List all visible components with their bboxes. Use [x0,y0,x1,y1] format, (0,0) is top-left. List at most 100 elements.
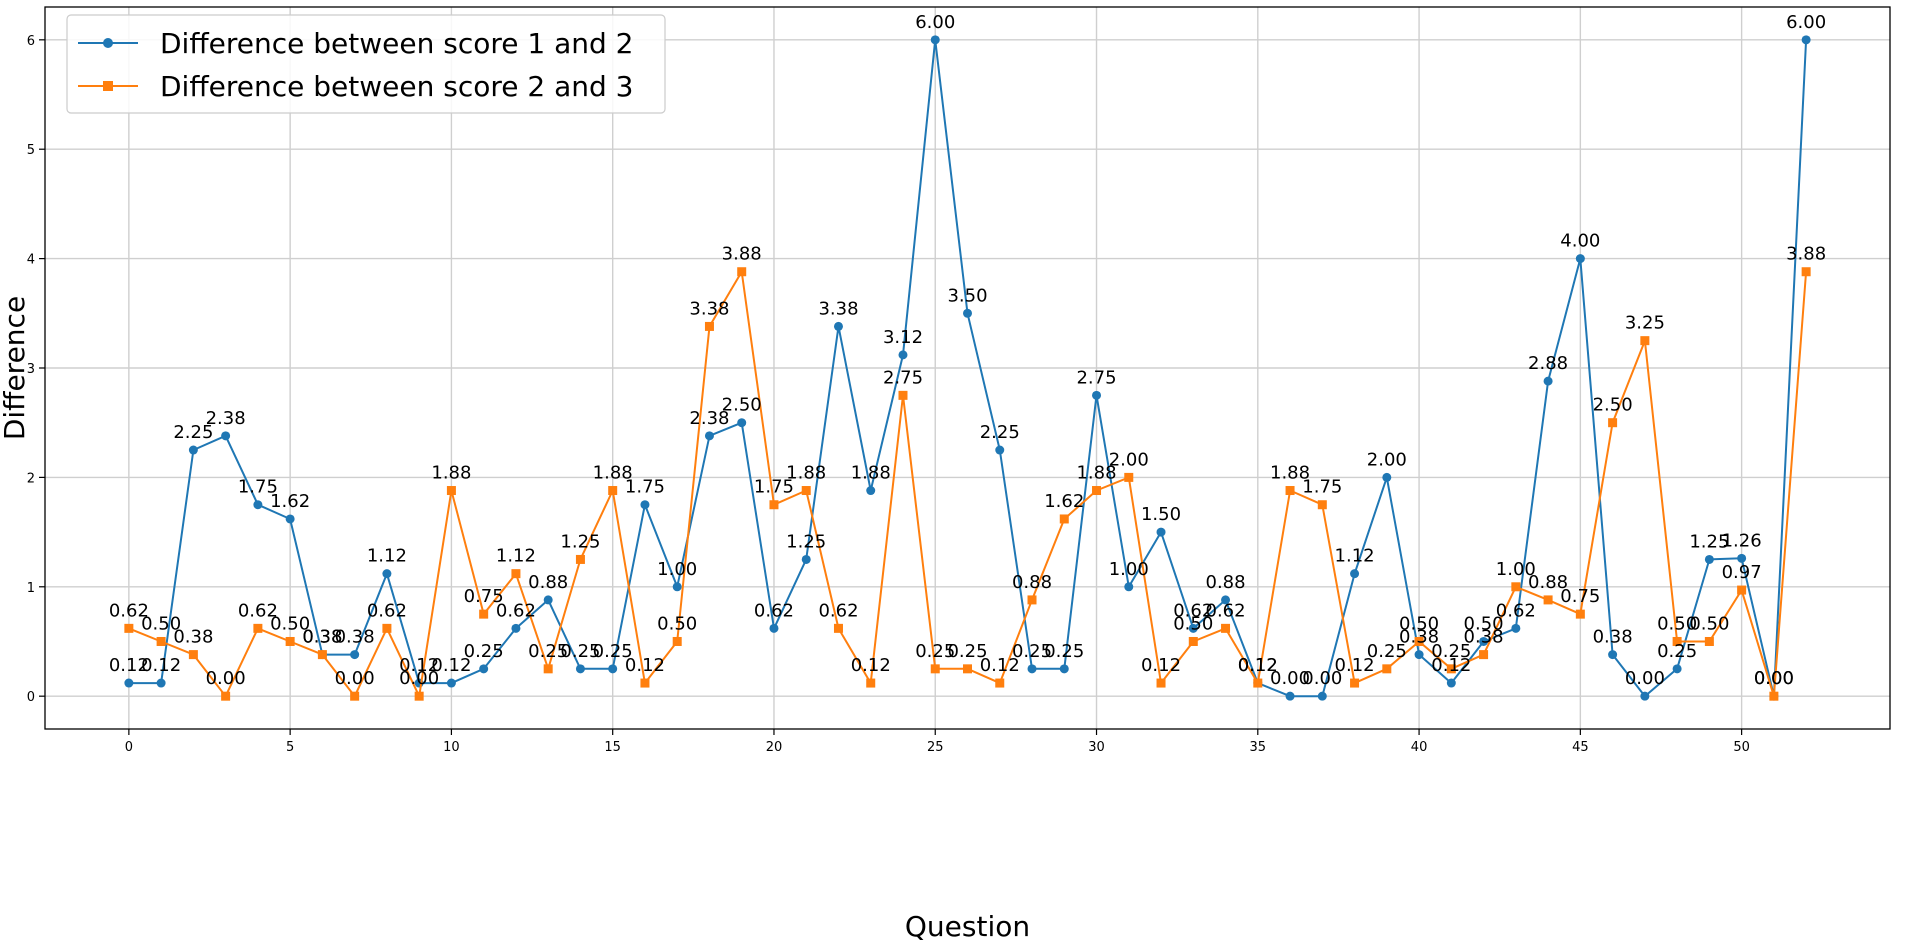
data-label-series-1: 0.62 [754,600,794,621]
data-label-series-1: 0.00 [1302,668,1342,689]
data-label-series-2: 3.25 [1625,313,1665,334]
legend-label-series-1: Difference between score 1 and 2 [160,27,633,60]
data-label-series-1: 1.12 [1335,546,1375,567]
data-label-series-2: 1.62 [1044,491,1084,512]
x-tick-label: 50 [1733,740,1750,755]
y-axis-title: Difference [0,296,31,440]
data-label-series-2: 0.50 [141,613,181,634]
data-point-series-1 [995,445,1005,455]
data-label-series-2: 0.12 [1335,655,1375,676]
data-point-series-2 [124,623,134,633]
x-tick-label: 45 [1572,740,1589,755]
data-point-series-1 [640,500,650,510]
data-label-series-1: 1.12 [367,546,407,567]
data-point-series-2 [1640,336,1650,346]
y-tick-label: 3 [27,362,35,377]
data-point-series-2 [1350,678,1360,688]
data-label-series-1: 0.62 [496,600,536,621]
data-point-series-2 [575,554,585,564]
data-label-series-1: 2.25 [173,422,213,443]
data-label-series-2: 0.12 [1141,655,1181,676]
data-label-series-1: 0.00 [1270,668,1310,689]
data-point-series-1 [1672,664,1682,674]
data-label-series-2: 1.88 [1270,463,1310,484]
data-label-series-1: 0.38 [1399,627,1439,648]
data-label-series-2: 0.25 [947,641,987,662]
data-point-series-2 [1382,664,1392,674]
data-label-series-1: 0.12 [1238,655,1278,676]
data-point-series-2 [1414,636,1424,646]
data-label-series-2: 0.75 [464,586,504,607]
data-point-series-1 [801,554,811,564]
data-label-series-1: 0.12 [431,655,471,676]
data-label-series-2: 0.12 [851,655,891,676]
data-label-series-1: 0.62 [1173,600,1213,621]
data-point-series-2 [382,623,392,633]
data-label-series-1: 0.25 [1044,641,1084,662]
data-point-series-1 [575,664,585,674]
y-tick-label: 0 [27,690,35,705]
data-label-series-2: 0.25 [528,641,568,662]
data-point-series-1 [124,678,134,688]
data-label-series-1: 0.12 [399,655,439,676]
data-point-series-2 [1059,514,1069,524]
data-point-series-1 [1543,376,1553,386]
x-tick-label: 35 [1250,740,1267,755]
data-label-series-1: 0.38 [1593,627,1633,648]
data-point-series-2 [1479,650,1489,660]
legend-marker-series-1 [103,38,113,48]
data-point-series-1 [285,514,295,524]
data-label-series-2: 1.88 [786,463,826,484]
data-label-series-2: 0.50 [1689,613,1729,634]
data-point-series-2 [221,691,231,701]
data-label-series-2: 0.97 [1722,562,1762,583]
data-label-series-1: 1.88 [851,463,891,484]
data-point-series-1 [1801,35,1811,45]
data-point-series-1 [1640,691,1650,701]
data-point-series-1 [1317,691,1327,701]
data-label-series-2: 3.88 [722,244,762,265]
data-point-series-2 [253,623,263,633]
data-label-series-2: 3.38 [689,298,729,319]
data-label-series-2: 0.12 [980,655,1020,676]
data-label-series-2: 0.00 [335,668,375,689]
data-label-series-1: 0.50 [1464,613,1504,634]
data-label-series-2: 0.00 [1754,668,1794,689]
data-point-series-2 [608,486,618,496]
data-label-series-1: 2.75 [1076,367,1116,388]
data-point-series-2 [317,650,327,660]
data-label-series-2: 1.75 [1302,477,1342,498]
data-label-series-1: 1.25 [786,531,826,552]
data-point-series-2 [737,267,747,277]
data-point-series-1 [1188,623,1198,633]
data-point-series-2 [446,486,456,496]
data-point-series-2 [963,664,972,674]
data-label-series-2: 0.62 [367,600,407,621]
series-lines [124,35,1811,701]
data-label-series-1: 6.00 [915,12,955,33]
data-label-series-1: 1.00 [657,559,697,580]
data-label-series-2: 3.88 [1786,244,1826,265]
data-point-series-2 [769,500,779,510]
data-label-series-2: 1.88 [1076,463,1116,484]
data-label-series-1: 0.00 [1754,668,1794,689]
data-point-series-1 [188,445,198,455]
data-label-series-1: 0.25 [464,641,504,662]
data-label-series-1: 0.25 [1657,641,1697,662]
data-label-series-2: 0.50 [270,613,310,634]
data-label-series-1: 1.75 [238,477,278,498]
data-label-series-2: 1.75 [754,477,794,498]
data-label-series-1: 6.00 [1786,12,1826,33]
data-label-series-1: 1.25 [1689,531,1729,552]
y-tick-label: 4 [27,253,35,268]
data-label-series-1: 2.25 [980,422,1020,443]
data-point-series-1 [1479,636,1489,646]
data-point-series-2 [285,636,295,646]
data-label-series-1: 1.26 [1722,530,1762,551]
data-point-series-2 [1511,582,1521,592]
data-label-series-1: 3.50 [947,285,987,306]
data-point-series-2 [995,678,1005,688]
data-point-series-2 [1156,678,1166,688]
